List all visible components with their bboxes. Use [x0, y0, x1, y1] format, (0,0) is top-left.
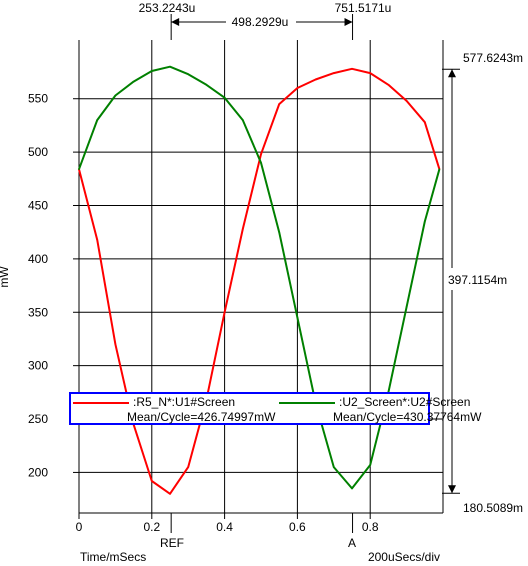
series-1-point [333, 72, 335, 74]
series-1-point [405, 100, 408, 102]
series-2-point [278, 231, 281, 233]
series-2-point [333, 466, 335, 468]
y-tick-label: 250 [28, 412, 48, 426]
x-tick-label: 0.8 [362, 520, 379, 534]
legend-name-series-2: :U2_Screen*:U2#Screen [339, 395, 471, 409]
a-cursor-label: A [348, 536, 356, 550]
y-tick-label: 300 [28, 359, 48, 373]
series-line-1 [78, 67, 441, 495]
series-1-point [223, 311, 226, 314]
series-2-point [296, 316, 299, 319]
series-1-point [187, 466, 189, 468]
y-min-readout: 180.5089m [463, 501, 523, 515]
legend-swatch-series-1 [73, 402, 129, 404]
series-2-point [424, 220, 426, 223]
series-2-point [114, 94, 117, 97]
series-2-point [169, 65, 171, 68]
series-2-point [96, 119, 98, 121]
series-layer [78, 65, 441, 495]
series-1-point [242, 228, 244, 230]
legend-name-series-1: :R5_N*:U1#Screen [133, 395, 236, 409]
x-tick-label: 0.2 [143, 520, 160, 534]
y-tick-label: 400 [28, 252, 48, 266]
grid [79, 40, 444, 513]
y-tick-label: 350 [28, 305, 48, 319]
cursor-layer [170, 14, 460, 533]
x-tick-label: 0.4 [216, 520, 233, 534]
series-1-point [278, 103, 281, 105]
y-mid-readout: 397.1154m [448, 273, 507, 287]
y-tick-label: 500 [28, 145, 48, 159]
series-1-point [96, 238, 98, 241]
y-max-readout: 577.6243m [463, 51, 523, 65]
legend-item-series-2: :U2_Screen*:U2#Screen Mean/Cycle=430.377… [277, 395, 481, 425]
series-2-point [438, 168, 441, 170]
series-1-point [351, 68, 353, 70]
a-time-readout: 751.5171u [335, 1, 392, 15]
series-1-point [260, 153, 262, 156]
series-2-point [187, 73, 189, 75]
series-2-point [205, 84, 208, 86]
series-2-point [405, 306, 408, 308]
legend-swatch-series-2 [279, 402, 335, 404]
x-tick-label: 0 [76, 520, 83, 534]
y-tick-label: 200 [28, 465, 48, 479]
series-1-point [151, 480, 153, 482]
series-2-point [78, 168, 80, 170]
series-1-point [169, 492, 171, 495]
series-2-point [242, 119, 244, 121]
series-1-point [369, 72, 372, 74]
series-1-point [314, 78, 317, 81]
y-tick-label: 450 [28, 198, 48, 212]
series-2-point [223, 96, 226, 99]
series-2-point [151, 70, 153, 72]
legend-item-series-1: :R5_N*:U1#Screen Mean/Cycle=426.74997mW [71, 395, 275, 425]
series-1-point [114, 343, 117, 346]
ref-cursor-label: REF [160, 536, 184, 550]
y-arrowhead-bottom [448, 485, 456, 494]
legend: :R5_N*:U1#Screen Mean/Cycle=426.74997mW … [69, 392, 481, 425]
series-2-point [369, 464, 372, 466]
series-2-point [260, 161, 262, 164]
legend-stat-series-1: Mean/Cycle=426.74997mW [127, 410, 276, 424]
x-scale-label: 200uSecs/div [368, 550, 440, 564]
delta-arrowhead-left [171, 18, 180, 26]
x-tick-label: 0.6 [289, 520, 306, 534]
series-1-point [424, 121, 426, 124]
series-2-point [132, 80, 135, 83]
axes: 200 250 300 350 400 450 500 550 0 0.2 0.4 0.6 0.8 [28, 40, 443, 534]
series-1-point [296, 87, 299, 89]
delta-arrowhead-right [344, 18, 353, 26]
ref-time-readout: 253.2243u [139, 1, 196, 15]
y-arrowhead-top [448, 69, 456, 78]
legend-stat-series-2: Mean/Cycle=430.37764mW [333, 410, 482, 424]
y-axis-label: mW [0, 266, 11, 288]
y-tick-label: 550 [28, 92, 48, 106]
series-1-point [387, 84, 390, 86]
delta-time-readout: 498.2929u [232, 15, 289, 29]
x-axis-label: Time/mSecs [80, 550, 146, 564]
series-2-point [351, 487, 353, 490]
